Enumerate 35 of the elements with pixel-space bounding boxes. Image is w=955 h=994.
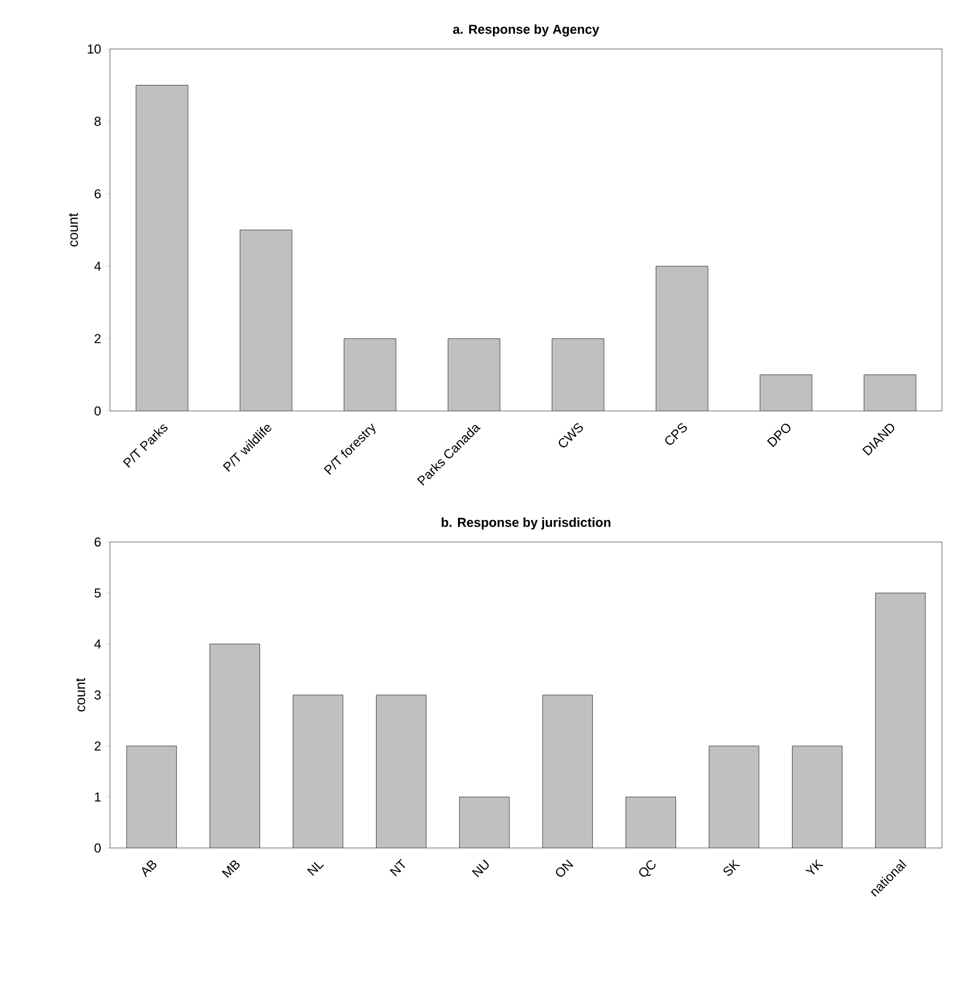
x-tick-label: NT [390,858,406,876]
x-tick-label: ON [556,859,574,877]
x-tick-label: SK [724,859,740,876]
y-tick-label: 1 [95,792,101,802]
y-tick-label: 0 [94,406,101,416]
x-tick-label: CPS [665,423,687,445]
bar [864,374,916,411]
bar [760,374,812,411]
y-tick-label: 2 [94,334,101,344]
x-tick-label: YK [805,859,824,875]
bar [136,84,188,411]
y-tick-label: 10 [88,44,101,54]
y-tick-label: 2 [94,741,101,751]
bar [552,338,604,411]
y-tick-label: 6 [94,189,101,198]
x-tick-label: QC [639,860,656,877]
x-tick-label: NL [307,862,324,876]
y-tick-label: 4 [94,640,101,648]
bar [344,338,396,411]
chart-title: a. Response by Agency [453,24,600,36]
y-tick-label: 6 [94,537,101,547]
y-tick-label: 5 [94,588,101,598]
x-tick-label: NU [472,859,489,878]
x-tick-label: MB [222,860,240,878]
y-axis-title: count [68,213,78,246]
x-tick-label: AB [142,860,156,878]
bar [656,266,708,411]
chart-title: b. Response by jurisdiction [442,517,610,530]
y-tick-label: 0 [94,843,101,853]
y-tick-label: 8 [94,116,101,126]
bar [448,338,500,411]
y-tick-label: 4 [94,262,101,271]
bar [240,230,292,411]
y-axis-title: count [76,678,86,712]
y-tick-label: 3 [94,690,101,700]
